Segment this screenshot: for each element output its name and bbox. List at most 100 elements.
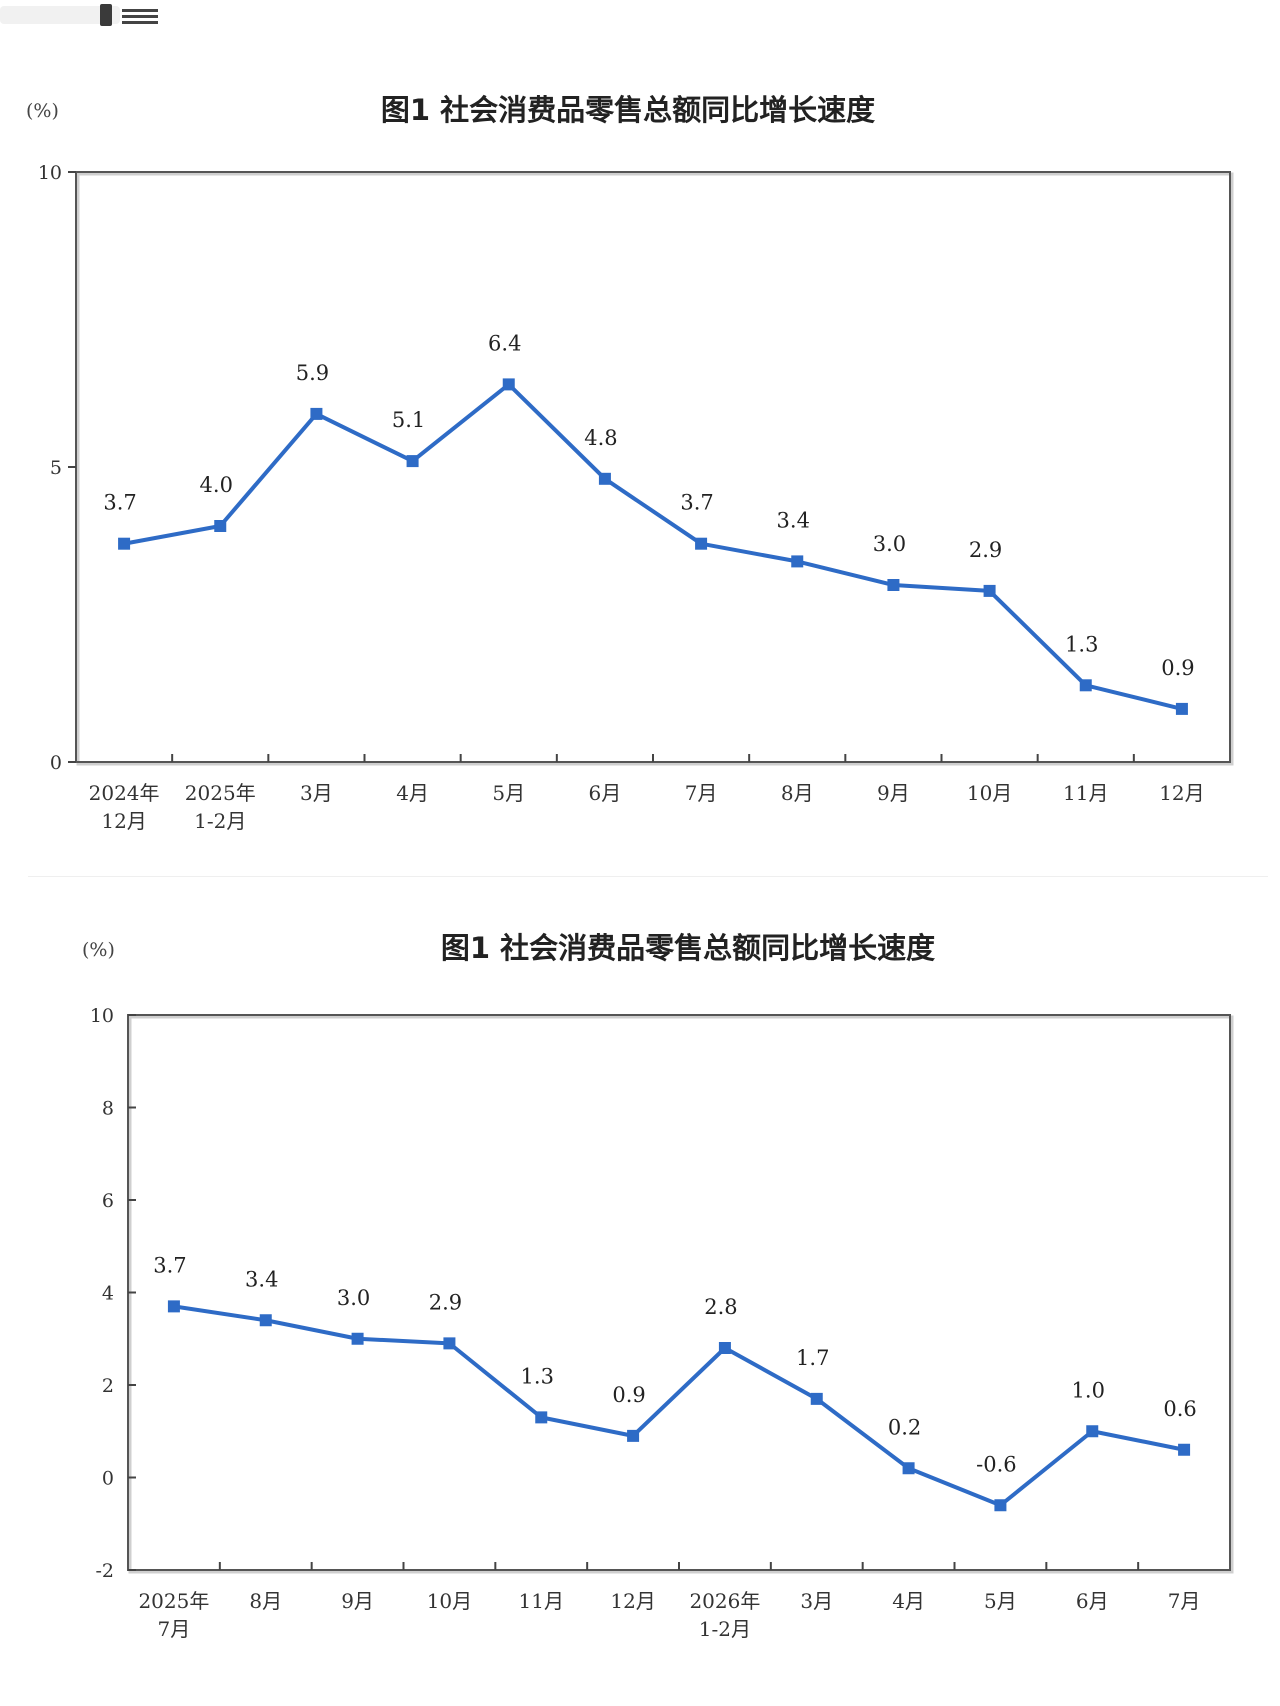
data-point-marker: [167, 1300, 180, 1313]
data-point-marker: [983, 584, 996, 597]
x-tick-label: 2025年: [138, 1589, 209, 1613]
data-label: 3.7: [680, 491, 713, 515]
x-tick-label: 7月: [685, 781, 718, 805]
data-label: 3.7: [103, 491, 136, 515]
x-tick-label: 5月: [492, 781, 525, 805]
x-tick-label: 2025年: [185, 781, 256, 805]
x-tick-label: 3月: [800, 1589, 833, 1613]
data-label: 5.1: [392, 408, 425, 432]
data-point-marker: [214, 520, 227, 532]
data-point-marker: [1175, 702, 1188, 715]
x-tick-label: 1-2月: [699, 1617, 751, 1641]
data-point-marker: [1079, 679, 1092, 692]
panel-divider: [28, 876, 1268, 877]
data-label: 4.8: [584, 426, 617, 450]
x-tick-label: 4月: [892, 1589, 925, 1613]
x-tick-label: 9月: [877, 781, 910, 805]
data-label: 0.9: [612, 1383, 645, 1407]
x-tick-label: 7月: [1168, 1589, 1201, 1613]
y-tick-label: 6: [102, 1190, 114, 1212]
data-point-marker: [1086, 1425, 1099, 1438]
chart-panel-2: 图1 社会消费品零售总额同比增长速度 (%) -2 0 2 4 6 8 10 2025年 7月 8月 9…: [0, 880, 1280, 1706]
watermark-icon: [0, 4, 158, 26]
data-label: 5.9: [296, 361, 329, 385]
x-tick-label: 10月: [427, 1589, 472, 1613]
data-point-marker: [443, 1337, 456, 1350]
data-point-marker: [810, 1392, 823, 1405]
x-tick-label: 1-2月: [194, 809, 246, 833]
data-point-marker: [887, 579, 900, 591]
data-point-marker: [902, 1462, 915, 1475]
line-chart-2: 图1 社会消费品零售总额同比增长速度 (%) -2 0 2 4 6 8 10 2025年 7月 8月 9…: [82, 931, 1234, 1641]
data-label: 3.4: [777, 508, 810, 532]
x-tick-label: 8月: [249, 1589, 282, 1613]
series-line: [123, 382, 1183, 711]
data-point-marker: [994, 1499, 1007, 1512]
data-point-marker: [502, 378, 515, 391]
x-tick-label: 10月: [967, 781, 1012, 805]
x-tick-label: 8月: [781, 781, 814, 805]
x-tick-label: 11月: [1063, 781, 1108, 805]
x-tick-label: 11月: [519, 1589, 564, 1613]
data-label: 2.8: [704, 1295, 737, 1319]
x-tick-label: 12月: [610, 1589, 655, 1613]
data-point-marker: [695, 537, 708, 550]
plot-frame: [127, 1014, 1231, 1571]
line-chart-1: 图1 社会消费品零售总额同比增长速度 (%) 0 5 10 2024年 12月 2025年 1-…: [26, 93, 1234, 833]
y-tick-label: 10: [38, 162, 62, 184]
plot-frame-shadow: [76, 172, 1234, 766]
x-tick-label: 4月: [396, 781, 429, 805]
chart-title: 图1 社会消费品零售总额同比增长速度: [381, 93, 875, 127]
x-tick-label: 2026年: [689, 1589, 760, 1613]
data-point-marker: [791, 555, 804, 568]
data-label: 0.6: [1163, 1397, 1196, 1421]
chart-title: 图1 社会消费品零售总额同比增长速度: [441, 931, 935, 965]
data-label: 0.9: [1161, 656, 1194, 680]
x-tick-label: 3月: [300, 781, 333, 805]
data-point-marker: [718, 1342, 731, 1354]
data-point-marker: [1178, 1443, 1191, 1456]
data-label: 3.0: [873, 532, 906, 556]
data-label: 3.7: [153, 1253, 186, 1277]
data-label: 3.4: [245, 1267, 278, 1291]
data-label: 2.9: [969, 538, 1002, 562]
data-point-marker: [351, 1332, 364, 1345]
data-point-marker: [118, 537, 131, 550]
x-tick-label: 12月: [101, 809, 146, 833]
data-label: 0.2: [888, 1415, 921, 1439]
y-tick-label: 10: [90, 1005, 114, 1027]
data-point-marker: [406, 455, 419, 468]
data-point-marker: [259, 1314, 272, 1327]
x-tick-label: 5月: [984, 1589, 1017, 1613]
y-tick-label: 0: [50, 752, 62, 774]
data-label: 3.0: [337, 1286, 370, 1310]
x-tick-label: 9月: [341, 1589, 374, 1613]
x-tick-label: 2024年: [89, 781, 160, 805]
data-point-marker: [627, 1429, 640, 1442]
data-label: -0.6: [976, 1452, 1017, 1476]
data-point-marker: [310, 407, 323, 420]
data-label: 4.0: [200, 473, 233, 497]
y-tick-label: 4: [102, 1283, 114, 1305]
x-tick-label: 12月: [1159, 781, 1204, 805]
series-line: [173, 1304, 1185, 1508]
data-label: 1.0: [1072, 1378, 1105, 1402]
y-tick-label: 8: [102, 1098, 114, 1120]
y-tick-label: 2: [102, 1375, 114, 1397]
data-label: 1.3: [521, 1364, 554, 1388]
data-point-marker: [598, 472, 611, 485]
y-axis-unit: (%): [82, 939, 115, 961]
x-tick-label: 6月: [1076, 1589, 1109, 1613]
data-point-marker: [535, 1411, 548, 1424]
data-label: 1.3: [1065, 632, 1098, 656]
chart-panel-1: 图1 社会消费品零售总额同比增长速度 (%) 0 5 10 2024年 12月 2025年 1-…: [26, 93, 1234, 833]
plot-frame-shadow: [128, 1015, 1234, 1574]
y-tick-label: -2: [95, 1560, 114, 1582]
x-tick-label: 7月: [158, 1617, 191, 1641]
y-tick-label: 5: [50, 457, 62, 479]
data-label: 1.7: [796, 1346, 829, 1370]
plot-frame: [75, 171, 1231, 763]
data-label: 6.4: [488, 331, 521, 355]
data-label: 2.9: [429, 1290, 462, 1314]
x-tick-label: 6月: [589, 781, 622, 805]
